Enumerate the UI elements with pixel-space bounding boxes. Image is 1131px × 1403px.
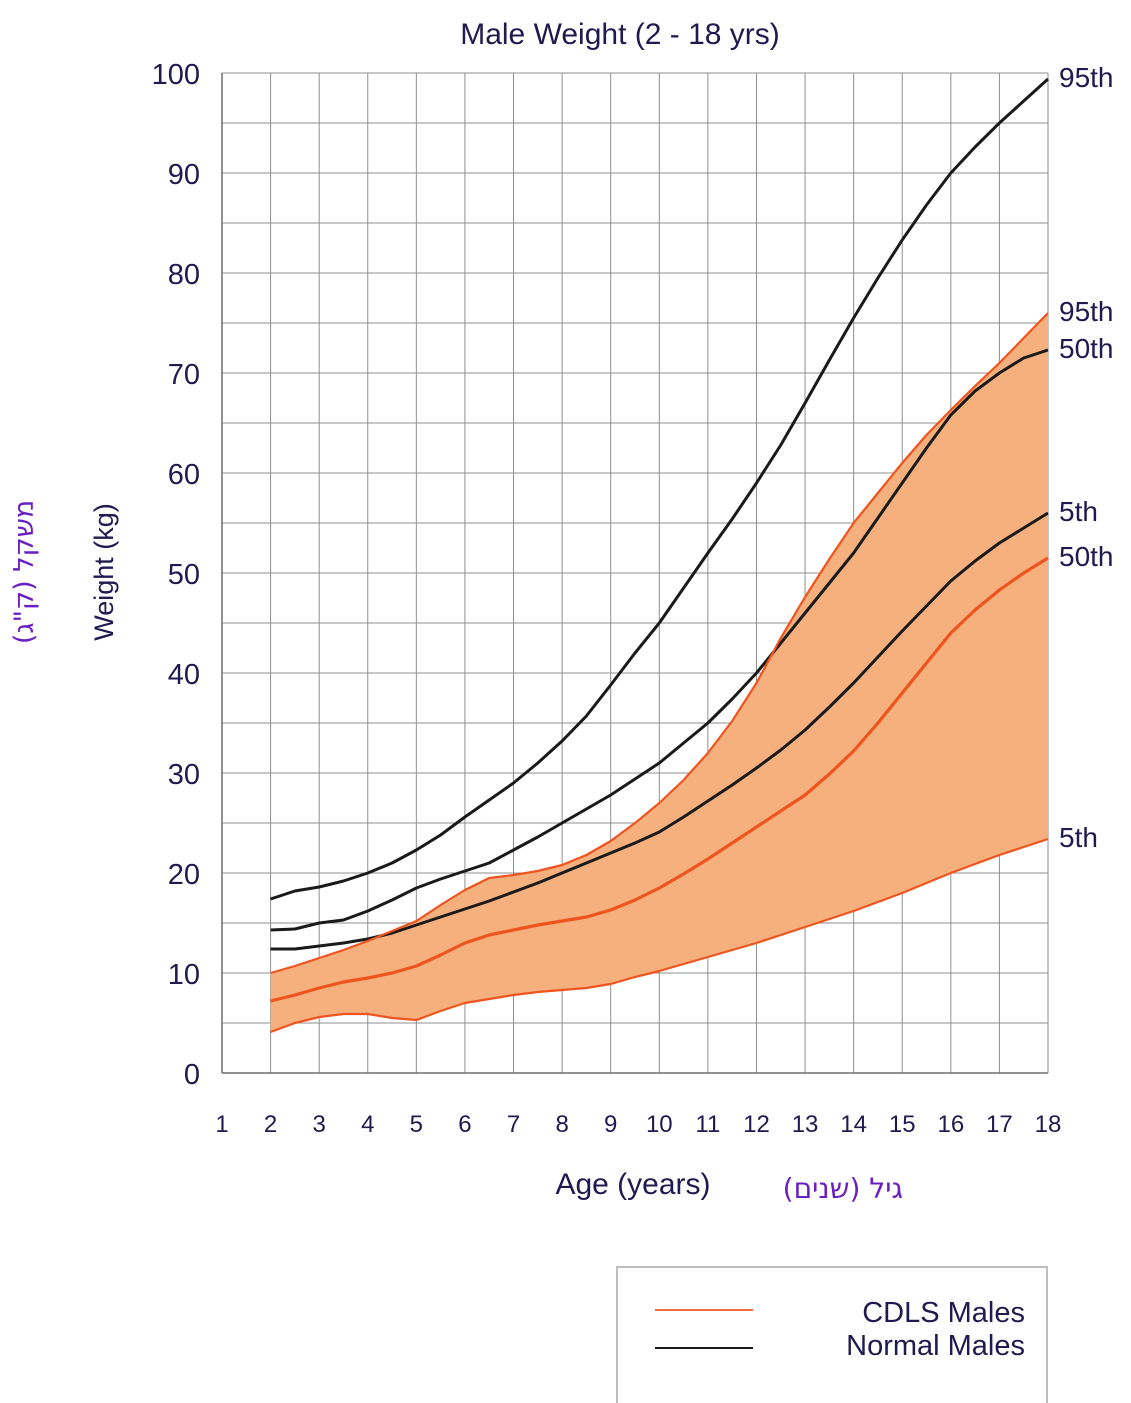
x-axis-label-hebrew: גיל (שנים) bbox=[783, 1172, 903, 1205]
x-tick-label: 8 bbox=[555, 1111, 568, 1138]
x-tick-label: 16 bbox=[937, 1111, 964, 1138]
legend-frame bbox=[616, 1266, 1048, 1403]
cdls-5th-label: 5th bbox=[1059, 822, 1098, 853]
x-tick-label: 9 bbox=[604, 1111, 617, 1138]
percentile-labels: 95th 95th 50th 5th 50th 5th bbox=[1059, 62, 1114, 853]
cdls-95th-line bbox=[270, 312, 1049, 975]
x-tick-label: 17 bbox=[986, 1111, 1013, 1138]
chart-title: Male Weight (2 - 18 yrs) bbox=[460, 18, 780, 51]
x-tick-label: 15 bbox=[889, 1111, 916, 1138]
normal-50th-line bbox=[270, 348, 1049, 932]
y-tick-label: 50 bbox=[168, 559, 200, 591]
y-tick-label: 70 bbox=[168, 359, 200, 391]
y-axis-label: Weight (kg) bbox=[89, 503, 119, 641]
y-tick-label: 60 bbox=[168, 459, 200, 491]
cdls-5th-line bbox=[270, 837, 1049, 1034]
x-axis-label: Age (years) bbox=[555, 1168, 710, 1201]
y-tick-label: 90 bbox=[168, 159, 200, 191]
y-tick-label: 30 bbox=[168, 759, 200, 791]
cdls-95th-label: 95th bbox=[1059, 296, 1114, 327]
cdls-range-band bbox=[270, 313, 1049, 1032]
y-tick-label: 80 bbox=[168, 259, 200, 291]
y-tick-label: 40 bbox=[168, 659, 200, 691]
x-tick-label: 4 bbox=[361, 1111, 374, 1138]
y-tick-label: 0 bbox=[184, 1059, 200, 1091]
cdls-50th-line bbox=[270, 556, 1049, 1003]
x-tick-label: 14 bbox=[840, 1111, 867, 1138]
cdls-50th-label: 50th bbox=[1059, 541, 1114, 572]
y-tick-label: 10 bbox=[168, 959, 200, 991]
x-tick-label: 3 bbox=[312, 1111, 325, 1138]
x-tick-label: 6 bbox=[458, 1111, 471, 1138]
y-axis-label-hebrew: משקל (ק"ג) bbox=[9, 500, 40, 644]
x-tick-label: 10 bbox=[646, 1111, 673, 1138]
x-tick-label: 1 bbox=[215, 1111, 228, 1138]
legend: CDLS Males Normal Males bbox=[616, 1266, 1048, 1403]
x-tick-label: 13 bbox=[792, 1111, 819, 1138]
axes bbox=[221, 73, 1048, 1074]
x-tick-label: 7 bbox=[507, 1111, 520, 1138]
x-tick-label: 12 bbox=[743, 1111, 770, 1138]
x-tick-labels: 1 2 3 4 5 6 7 8 9 10 11 12 13 14 15 16 17 18 bbox=[215, 1111, 1061, 1138]
normal-95th-line bbox=[270, 77, 1050, 901]
y-tick-label: 20 bbox=[168, 859, 200, 891]
y-tick-labels: 0 10 20 30 40 50 60 70 80 90 100 bbox=[152, 59, 200, 1091]
normal-5th-line bbox=[270, 511, 1049, 951]
x-tick-label: 18 bbox=[1035, 1111, 1062, 1138]
x-tick-label: 2 bbox=[264, 1111, 277, 1138]
y-tick-label: 100 bbox=[152, 59, 200, 91]
normal-95th-label: 95th bbox=[1059, 62, 1114, 93]
normal-50th-label: 50th bbox=[1059, 333, 1114, 364]
normal-5th-label: 5th bbox=[1059, 496, 1098, 527]
x-tick-label: 5 bbox=[410, 1111, 423, 1138]
cdls-band-area bbox=[270, 313, 1049, 1032]
legend-label-cdls: CDLS Males bbox=[862, 1297, 1025, 1329]
x-tick-label: 11 bbox=[695, 1111, 720, 1138]
legend-label-normal: Normal Males bbox=[846, 1330, 1025, 1362]
series-lines bbox=[270, 77, 1050, 1034]
